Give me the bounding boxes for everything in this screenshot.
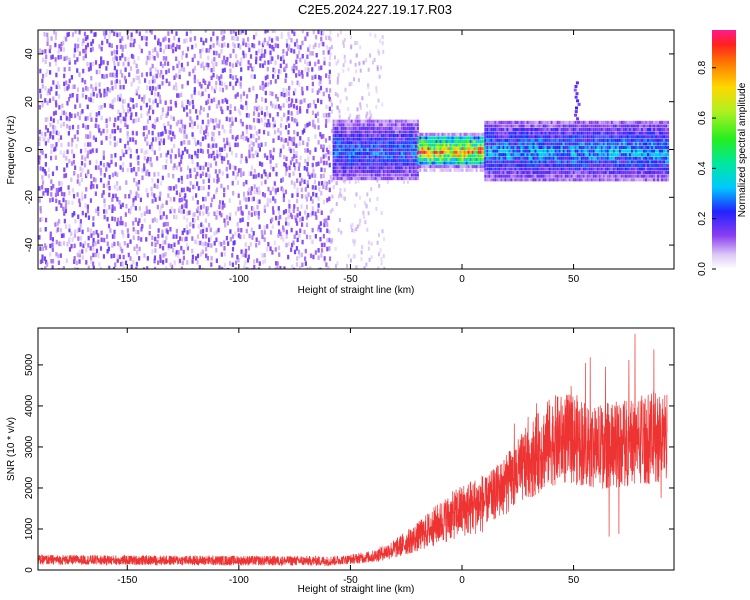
spectrogram-y-axis-label: Frequency (Hz) <box>6 116 17 185</box>
snr-y-tick-label: 5000 <box>24 353 35 376</box>
snr-line <box>38 333 668 567</box>
snr-line-series <box>38 333 668 567</box>
snr-frame <box>37 327 675 571</box>
spectrogram-y-tick-label: -20 <box>24 190 35 205</box>
chart-title: C2E5.2024.227.19.17.R03 <box>298 2 452 17</box>
snr-y-axis-label: SNR (10 * v/v) <box>6 417 17 481</box>
snr-x-tick-label: 0 <box>459 575 465 586</box>
spectrogram-x-tick-label: -100 <box>229 274 249 285</box>
spectrogram-y-tick-label: 0 <box>24 146 35 152</box>
spectrogram-x-tick-label: -50 <box>343 274 358 285</box>
snr-y-tick-label: 0 <box>24 567 35 573</box>
colorbar: 0.0 0.2 0.4 0.6 0.8 Normalized spectral ampl… <box>697 30 748 276</box>
spectrogram-heatmap <box>38 30 670 269</box>
spectrogram-x-tick-label: 50 <box>568 274 580 285</box>
colorbar-tick-label: 0.6 <box>697 111 708 125</box>
colorbar-tick-label: 0.4 <box>697 161 708 175</box>
colorbar-gradient <box>712 30 736 269</box>
spectrogram-x-tick-label: -150 <box>117 274 137 285</box>
snr-y-tick-label: 1000 <box>24 517 35 540</box>
snr-x-tick-label: -50 <box>343 575 358 586</box>
spectrogram-y-tick-label: 20 <box>24 96 35 108</box>
snr-y-tick-label: 3000 <box>24 435 35 458</box>
snr-y-tick-label: 4000 <box>24 394 35 417</box>
spectrogram-y-tick-label: 40 <box>24 48 35 60</box>
colorbar-tick-label: 0.0 <box>697 262 708 276</box>
colorbar-tick-label: 0.8 <box>697 60 708 74</box>
spectrogram-x-tick-label: 0 <box>459 274 465 285</box>
colorbar-label: Normalized spectral amplitude <box>737 82 748 217</box>
snr-x-axis-label: Height of straight line (km) <box>298 584 415 595</box>
spectrogram-y-tick-label: -40 <box>24 237 35 252</box>
snr-x-tick-label: 50 <box>568 575 580 586</box>
spectrogram-chart: -150 -100 -50 0 50 -40 -20 0 20 40 Height of stra… <box>6 29 675 296</box>
colorbar-tick-label: 0.2 <box>697 211 708 225</box>
snr-y-tick-label: 2000 <box>24 476 35 499</box>
snr-x-tick-label: -150 <box>117 575 137 586</box>
snr-x-tick-label: -100 <box>229 575 249 586</box>
spectrogram-x-axis-label: Height of straight line (km) <box>298 285 415 296</box>
